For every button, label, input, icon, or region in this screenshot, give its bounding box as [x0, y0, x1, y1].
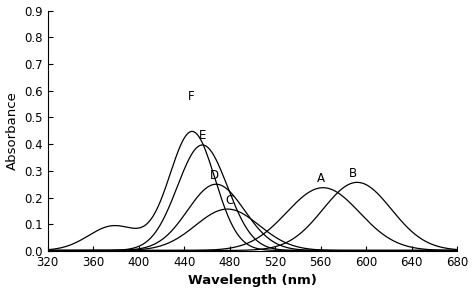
Text: B: B — [348, 167, 356, 180]
Text: E: E — [199, 129, 206, 142]
Text: A: A — [317, 172, 325, 185]
Text: D: D — [210, 169, 219, 182]
Y-axis label: Absorbance: Absorbance — [6, 91, 18, 170]
X-axis label: Wavelength (nm): Wavelength (nm) — [188, 275, 317, 287]
Text: F: F — [188, 90, 194, 103]
Text: C: C — [226, 195, 234, 207]
